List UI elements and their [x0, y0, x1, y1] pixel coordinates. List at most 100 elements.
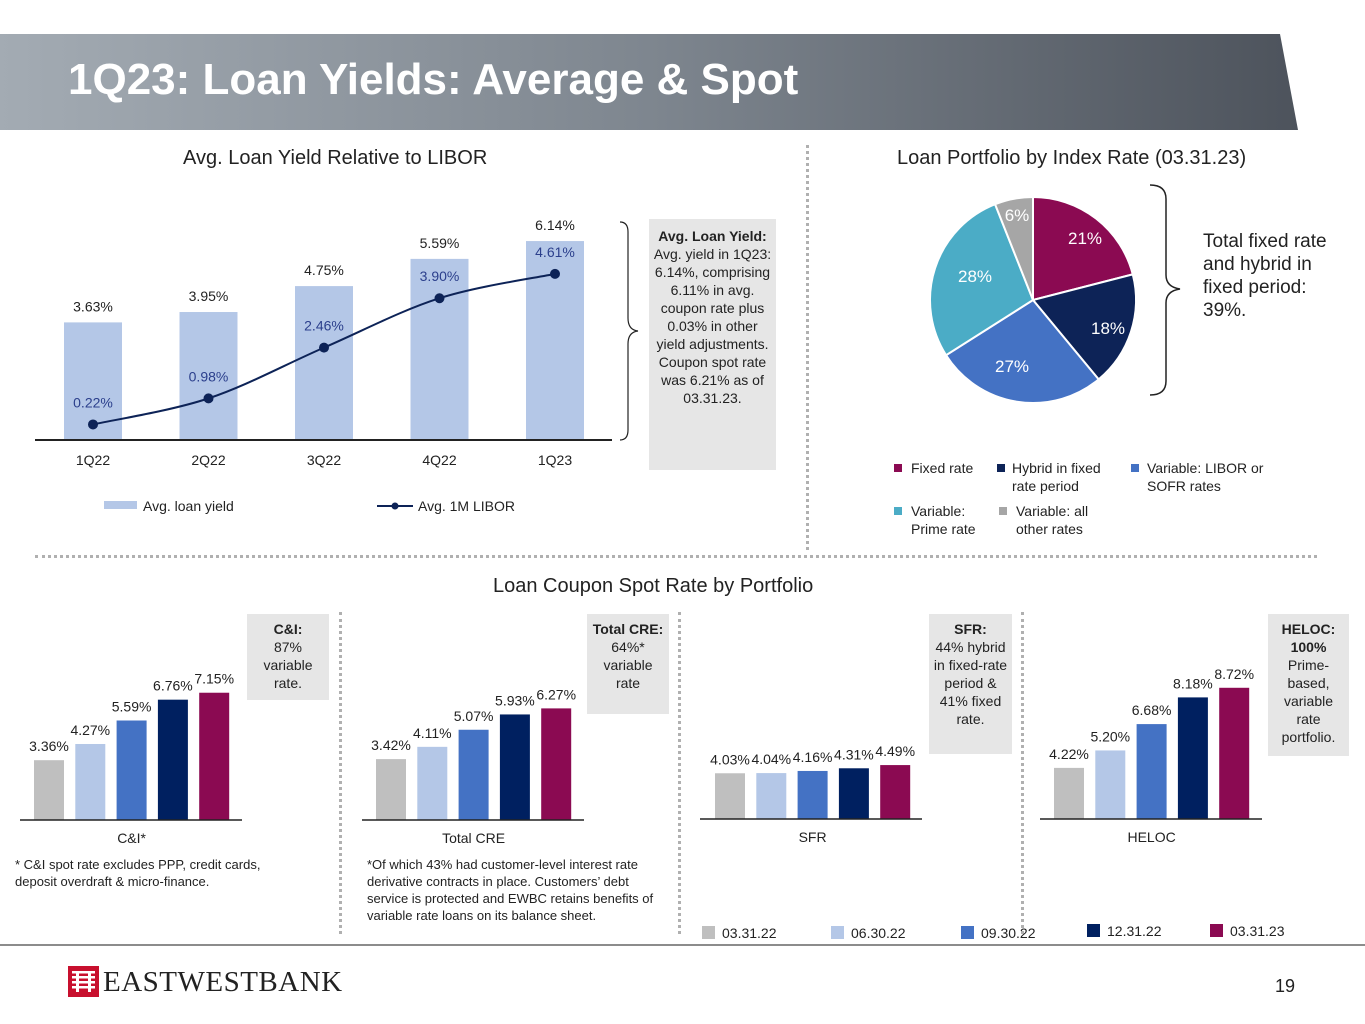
- pie-slice-5: [993, 195, 1034, 301]
- pie-legend-other: Variable: all other rates: [1016, 503, 1089, 537]
- horizontal-divider: [35, 555, 1317, 558]
- spot-bar-2-1: [756, 773, 787, 819]
- spot-bar-label-3-4: 8.72%: [1214, 666, 1254, 682]
- pie-legend-libor: Variable: LIBOR or SOFR rates: [1147, 460, 1264, 494]
- yield-bar-4Q22: [410, 258, 469, 440]
- spot-legend-swatch-4: [1087, 924, 1100, 937]
- bank-logo-icon: [68, 966, 99, 997]
- spot-bar-label-3-0: 4.22%: [1049, 746, 1089, 762]
- spot-bar-label-2-2: 4.16%: [793, 749, 833, 765]
- yield-x-tick-4Q22: 4Q22: [422, 452, 456, 468]
- page-number: 19: [1275, 976, 1296, 996]
- libor-label-1Q22: 0.22%: [73, 394, 113, 410]
- ci-note-heading: C&I:: [273, 621, 303, 637]
- yield-chart: 3.63% 1Q22 3.95% 2Q22 4.75% 3Q22 5.59% 4Q22 6.14…: [35, 217, 612, 514]
- pie-slice-3: [944, 298, 1101, 404]
- spot-group-label-3: HELOC: [1127, 829, 1175, 845]
- spot-bar-label-2-0: 4.03%: [710, 751, 750, 767]
- pie-legend-prime-swatch: [894, 507, 902, 515]
- pie-label-3: 27%: [995, 357, 1029, 376]
- spot-bar-label-3-3: 8.18%: [1173, 675, 1213, 691]
- spot-bar-label-0-0: 3.36%: [29, 738, 69, 754]
- spot-bar-label-0-1: 4.27%: [70, 722, 110, 738]
- pie-brace: [1149, 184, 1181, 396]
- heloc-note-body: Prime-based, variable rate portfolio.: [1281, 657, 1336, 745]
- spot-legend-label-5: 03.31.23: [1230, 923, 1285, 939]
- ci-footnote: * C&I spot rate excludes PPP, credit car…: [15, 857, 261, 889]
- cre-footnote: *Of which 43% had customer-level interes…: [367, 857, 654, 923]
- spot-bar-1-3: [499, 714, 530, 820]
- yield-bar-label-4Q22: 5.59%: [420, 235, 460, 251]
- ci-note-box: C&I: 87% variable rate.: [247, 614, 329, 700]
- spot-bar-0-3: [157, 699, 188, 820]
- spot-bar-3-3: [1177, 697, 1208, 819]
- spot-bar-label-2-3: 4.31%: [834, 746, 874, 762]
- spot-legend-label-3: 09.30.22: [981, 925, 1036, 941]
- yield-bar-2Q22: [179, 312, 238, 440]
- panel-divider-1: [339, 612, 342, 934]
- libor-point-4Q22: [434, 293, 445, 304]
- spot-bar-label-1-2: 5.07%: [454, 708, 494, 724]
- spot-bar-label-3-2: 6.68%: [1132, 702, 1172, 718]
- spot-bar-label-0-4: 7.15%: [194, 671, 234, 687]
- pie-chart-title: Loan Portfolio by Index Rate (03.31.23): [897, 147, 1247, 169]
- yield-x-tick-3Q22: 3Q22: [307, 452, 341, 468]
- libor-label-1Q23: 4.61%: [535, 244, 575, 260]
- spot-bar-0-1: [75, 743, 106, 820]
- cre-note-box: Total CRE: 64%* variable rate: [587, 614, 669, 714]
- panel-divider-3: [1021, 612, 1024, 934]
- sfr-note-box: SFR: 44% hybrid in fixed-rate period & 4…: [929, 614, 1012, 754]
- spot-group-label-2: SFR: [799, 829, 827, 845]
- yield-x-tick-1Q23: 1Q23: [538, 452, 572, 468]
- spot-bar-1-1: [417, 746, 448, 820]
- pie-chart: 21% 18% 27% 28% 6%: [929, 195, 1137, 404]
- cre-note-body: 64%* variable rate: [603, 639, 653, 691]
- ci-note-body: 87% variable rate.: [263, 639, 313, 691]
- spot-bar-3-2: [1136, 724, 1167, 819]
- cre-note-heading: Total CRE:: [592, 621, 664, 637]
- spot-bar-1-0: [376, 759, 406, 820]
- spot-legend-label-1: 03.31.22: [722, 925, 777, 941]
- pie-slice-4: [929, 202, 1035, 357]
- legend-libor-marker: [391, 502, 399, 510]
- spot-bar-3-0: [1054, 767, 1084, 819]
- yield-note-heading: Avg. Loan Yield:: [658, 228, 767, 244]
- pie-slice-1: [1032, 195, 1134, 302]
- spot-legend-label-4: 12.31.22: [1107, 923, 1162, 939]
- spot-bar-2-4: [880, 765, 911, 819]
- spot-rate-title: Loan Coupon Spot Rate by Portfolio: [493, 575, 814, 597]
- spot-legend-swatch-1: [702, 926, 715, 939]
- spot-legend-swatch-3: [961, 926, 974, 939]
- spot-bar-label-1-4: 6.27%: [536, 686, 576, 702]
- spot-bar-label-2-1: 4.04%: [751, 751, 791, 767]
- libor-point-1Q22: [88, 419, 98, 430]
- legend-libor-label: Avg. 1M LIBOR: [418, 498, 515, 514]
- spot-legend-swatch-5: [1210, 924, 1223, 937]
- spot-legend-label-2: 06.30.22: [851, 925, 906, 941]
- sfr-note-body: 44% hybrid in fixed-rate period & 41% fi…: [933, 639, 1008, 727]
- pie-legend-fixed-swatch: [894, 464, 902, 472]
- pie-legend-prime: Variable: Prime rate: [911, 503, 976, 537]
- spot-bar-1-2: [458, 729, 489, 820]
- yield-bar-3Q22: [295, 286, 353, 440]
- heloc-note-heading: HELOC: 100%: [1281, 621, 1336, 655]
- yield-note-box: Avg. Loan Yield: Avg. yield in 1Q23: 6.1…: [649, 219, 776, 470]
- page-title: 1Q23: Loan Yields: Average & Spot: [68, 55, 799, 104]
- spot-bar-label-2-4: 4.49%: [875, 743, 915, 759]
- spot-bar-label-1-1: 4.11%: [413, 725, 452, 741]
- yield-chart-title: Avg. Loan Yield Relative to LIBOR: [183, 147, 488, 169]
- libor-label-4Q22: 3.90%: [420, 268, 460, 284]
- libor-point-2Q22: [203, 393, 214, 404]
- yield-bar-label-3Q22: 4.75%: [304, 262, 344, 278]
- pie-label-2: 18%: [1091, 319, 1125, 338]
- spot-bar-1-4: [541, 708, 572, 820]
- pie-legend-hybrid-swatch: [997, 464, 1005, 472]
- pie-legend-libor-swatch: [1131, 464, 1139, 472]
- bank-logo-text: EASTWESTBANK: [103, 966, 343, 998]
- pie-legend-other-swatch: [999, 507, 1007, 515]
- legend-yield-label: Avg. loan yield: [143, 498, 234, 514]
- footer-rule: [0, 944, 1365, 946]
- pie-label-5: 6%: [1005, 206, 1030, 225]
- heloc-note-box: HELOC: 100% Prime-based, variable rate p…: [1268, 614, 1349, 756]
- yield-bar-label-1Q23: 6.14%: [535, 217, 575, 233]
